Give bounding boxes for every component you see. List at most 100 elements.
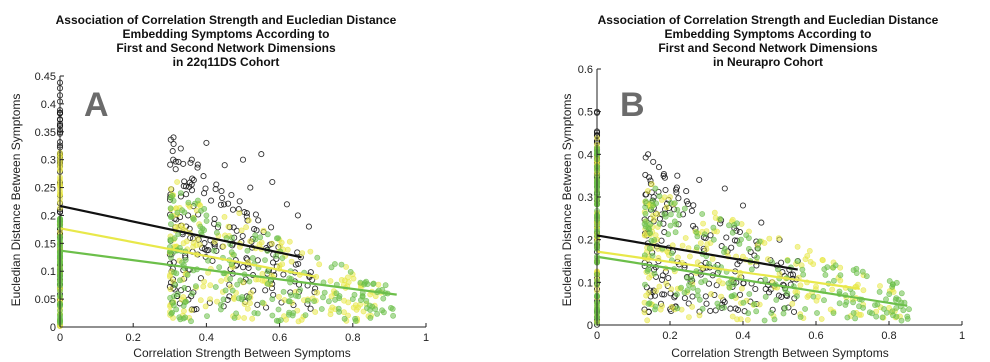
data-point: [247, 238, 254, 245]
data-point: [168, 213, 175, 220]
data-point: [784, 290, 791, 297]
data-point: [203, 139, 210, 146]
data-point: [170, 302, 177, 309]
data-point: [879, 314, 886, 321]
data-point: [245, 264, 252, 271]
data-point: [237, 277, 244, 284]
data-point: [754, 254, 760, 261]
data-point: [739, 202, 747, 209]
data-point: [316, 261, 323, 268]
data-point: [280, 288, 287, 295]
data-point: [685, 300, 692, 307]
data-point: [182, 183, 190, 190]
data-point: [739, 285, 745, 292]
data-point: [170, 140, 177, 148]
data-point: [229, 206, 237, 213]
data-point: [758, 219, 765, 226]
data-point: [221, 213, 228, 220]
data-point: [249, 315, 256, 322]
data-point: [850, 267, 857, 273]
data-point: [167, 221, 174, 227]
data-point: [172, 166, 179, 173]
data-point: [789, 300, 796, 307]
data-point: [194, 236, 201, 242]
data-point: [807, 258, 814, 265]
data-point: [694, 287, 701, 294]
y-tick-label: 0.1: [578, 277, 593, 289]
data-point: [656, 193, 663, 199]
data-point: [264, 280, 271, 287]
data-point: [708, 291, 714, 297]
data-point: [734, 316, 740, 323]
data-point: [295, 260, 302, 267]
data-point: [746, 291, 753, 297]
data-point: [645, 300, 652, 307]
y-tick-label: 0.25: [35, 183, 56, 195]
y-tick-label: 0.2: [41, 210, 56, 222]
data-point: [200, 173, 207, 180]
data-point: [276, 293, 282, 300]
data-point: [196, 241, 203, 248]
data-point: [701, 231, 708, 238]
data-point: [234, 281, 241, 288]
data-point: [307, 305, 314, 312]
data-point: [667, 222, 674, 229]
x-tick-label: 0.8: [345, 332, 360, 344]
chart-title-line: in Neurapro Cohort: [713, 55, 823, 69]
data-point: [217, 306, 224, 313]
data-point: [212, 186, 219, 193]
data-point: [170, 156, 177, 163]
data-point: [665, 274, 672, 282]
data-point: [205, 257, 211, 264]
data-point: [813, 283, 819, 290]
data-point: [699, 305, 706, 312]
data-point: [246, 278, 253, 285]
data-point: [215, 221, 222, 228]
data-point: [360, 308, 367, 315]
data-point: [225, 200, 232, 207]
data-point: [171, 269, 177, 276]
data-point: [761, 240, 768, 246]
data-point: [180, 308, 187, 314]
data-point: [220, 243, 227, 250]
data-point: [174, 179, 180, 185]
data-point: [390, 312, 396, 319]
x-axis-label: Correlation Strength Between Symptoms: [133, 346, 350, 360]
data-point: [782, 305, 788, 311]
data-point: [389, 305, 396, 312]
data-point: [731, 281, 738, 288]
data-point: [304, 297, 311, 304]
data-point: [684, 287, 691, 293]
data-point: [727, 305, 734, 312]
data-point: [336, 293, 343, 299]
data-point: [292, 292, 299, 299]
data-point: [288, 258, 295, 265]
y-axis-label: Eucledian Distance Between Symptoms: [560, 94, 574, 307]
data-point: [167, 254, 174, 261]
data-point: [667, 194, 673, 200]
data-point: [176, 314, 183, 321]
data-point: [320, 294, 326, 301]
data-point: [294, 212, 301, 219]
data-point: [190, 216, 197, 223]
data-point: [873, 313, 880, 320]
data-point: [177, 145, 184, 152]
data-point: [731, 292, 738, 299]
data-point: [257, 234, 264, 241]
data-point: [702, 293, 709, 300]
data-point: [668, 286, 675, 293]
data-point: [771, 316, 778, 323]
data-point: [696, 176, 703, 183]
data-point: [211, 247, 217, 254]
fit-line: [59, 249, 397, 296]
data-point: [696, 296, 703, 303]
x-tick-label: 0.2: [126, 332, 141, 344]
data-point: [259, 299, 266, 306]
data-point: [652, 185, 659, 192]
data-point: [254, 257, 261, 264]
data-point: [694, 233, 701, 240]
data-point: [203, 212, 210, 219]
data-point: [363, 297, 370, 304]
data-point: [765, 256, 771, 263]
data-point: [656, 220, 663, 227]
